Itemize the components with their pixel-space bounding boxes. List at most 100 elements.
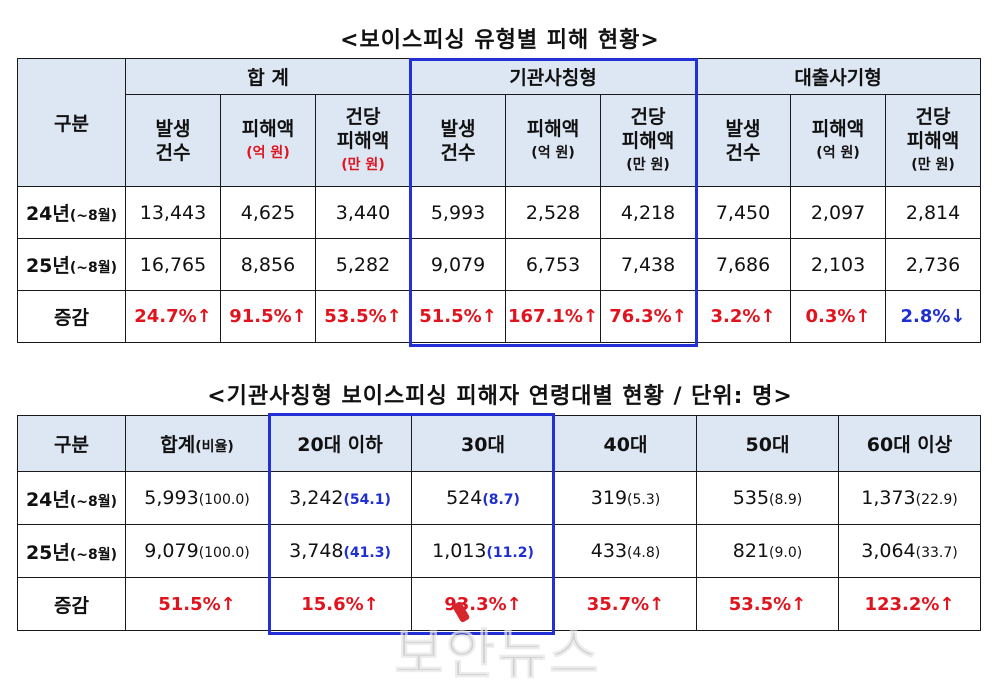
label-line: 발생 (440, 117, 476, 140)
change-cell: 15.6%↑ (268, 577, 412, 631)
change-cell: 51.5%↑ (410, 290, 507, 343)
label-line: 피해액 (526, 117, 580, 140)
count-value: 821 (732, 540, 770, 562)
count-value: 3,242 (289, 487, 344, 509)
value-cell: 9,079 (410, 238, 507, 291)
label-line: 건당 (345, 105, 381, 128)
count-value: 535 (732, 487, 770, 509)
label-line: 피해액 (621, 129, 675, 152)
change-cell: 53.5%↑ (696, 577, 839, 631)
label-line: 건수 (725, 141, 761, 164)
group-loan: 대출사기형 (695, 58, 982, 95)
year-label: 25년 (25, 255, 70, 277)
row-label: 24년(~8월) (17, 186, 126, 239)
label-line: 피해액 (906, 129, 960, 152)
year-label: 25년 (25, 541, 70, 564)
corner-cell: 구분 (17, 58, 126, 187)
unit-label: (억 원) (531, 144, 575, 161)
unit-label: (만 원) (911, 156, 955, 173)
change-cell: 91.5%↑ (220, 290, 316, 343)
subhdr-count: 발생 건수 (695, 94, 792, 187)
age-group-table: 구분 합계(비율) 20대 이하 30대 40대 50대 60대 이상 24년(… (17, 415, 981, 631)
subhdr-count: 발생 건수 (125, 94, 221, 187)
value-cell: 2,814 (885, 186, 982, 239)
subhdr-per-case: 건당 피해액 (만 원) (885, 94, 982, 187)
count-value: 9,079 (144, 540, 199, 562)
corner-cell: 구분 (17, 415, 126, 472)
label-line: 발생 (725, 117, 761, 140)
unit-label: (만 원) (626, 156, 670, 173)
value-cell: 2,097 (790, 186, 887, 239)
count-value: 5,993 (144, 487, 199, 509)
row-label: 증감 (17, 577, 126, 631)
value-cell: 3,748(41.3) (268, 524, 412, 578)
change-cell: 123.2%↑ (838, 577, 981, 631)
label-line: 피해액 (336, 129, 390, 152)
change-cell: 93.3%↑ (411, 577, 555, 631)
subhdr-amount: 피해액 (억 원) (505, 94, 602, 187)
count-value: 3,064 (861, 540, 916, 562)
header-20s: 20대 이하 (268, 415, 412, 472)
value-cell: 3,440 (314, 186, 412, 239)
label-line: 발생 (155, 117, 191, 140)
label-line: 건당 (915, 105, 951, 128)
year-label: 24년 (25, 488, 70, 511)
year-label: 24년 (25, 203, 70, 225)
value-cell: 8,856 (220, 238, 316, 291)
value-cell: 1,013(11.2) (411, 524, 555, 578)
group-total: 합 계 (124, 58, 412, 95)
label-line: 피해액 (811, 117, 865, 140)
value-cell: 13,443 (125, 186, 221, 239)
value-cell: 2,103 (790, 238, 887, 291)
group-agency: 기관사칭형 (410, 58, 697, 95)
change-cell: 53.5%↑ (314, 290, 412, 343)
ratio-value: (5.3) (627, 492, 661, 508)
row-label: 25년(~8월) (17, 524, 126, 578)
row-label: 증감 (17, 290, 126, 343)
ratio-value: (8.9) (769, 492, 803, 508)
ratio-value: (9.0) (769, 545, 803, 561)
ratio-value: (22.9) (915, 492, 958, 508)
ratio-value: (100.0) (198, 492, 250, 508)
change-cell: 51.5%↑ (125, 577, 269, 631)
period-label: (~8월) (69, 208, 118, 224)
unit-label: (억 원) (816, 144, 860, 161)
ratio-value: (33.7) (915, 545, 958, 561)
unit-label: (억 원) (246, 144, 290, 161)
count-value: 1,373 (861, 487, 916, 509)
ratio-value: (41.3) (343, 545, 391, 561)
ratio-value: (4.8) (627, 545, 661, 561)
value-cell: 535(8.9) (696, 471, 839, 525)
table1-title: <보이스피싱 유형별 피해 현황> (340, 28, 660, 53)
ratio-value: (100.0) (198, 545, 250, 561)
value-cell: 319(5.3) (554, 471, 697, 525)
subhdr-per-case: 건당 피해액 (만 원) (314, 94, 412, 187)
value-cell: 1,373(22.9) (838, 471, 981, 525)
header-40s: 40대 (554, 415, 697, 472)
count-value: 319 (590, 487, 628, 509)
label-line: 건수 (155, 141, 191, 164)
value-cell: 4,625 (220, 186, 316, 239)
period-label: (~8월) (69, 260, 118, 276)
value-cell: 5,993 (410, 186, 507, 239)
count-value: 524 (446, 487, 483, 509)
header-30s: 30대 (411, 415, 555, 472)
count-value: 3,748 (289, 540, 344, 562)
row-label: 25년(~8월) (17, 238, 126, 291)
value-cell: 3,242(54.1) (268, 471, 412, 525)
unit-label: (만 원) (341, 156, 385, 173)
header-50s: 50대 (696, 415, 839, 472)
change-cell: 2.8%↓ (885, 290, 982, 343)
table2-title: <기관사칭형 보이스피싱 피해자 연령대별 현황 / 단위: 명> (207, 384, 793, 409)
header-60s: 60대 이상 (838, 415, 981, 472)
value-cell: 433(4.8) (554, 524, 697, 578)
count-value: 433 (590, 540, 628, 562)
value-cell: 7,686 (695, 238, 792, 291)
value-cell: 2,528 (505, 186, 602, 239)
period-label: (~8월) (69, 546, 118, 563)
value-cell: 524(8.7) (411, 471, 555, 525)
value-cell: 4,218 (600, 186, 697, 239)
subhdr-per-case: 건당 피해액 (만 원) (600, 94, 697, 187)
subhdr-amount: 피해액 (억 원) (220, 94, 316, 187)
label-line: 피해액 (241, 117, 295, 140)
